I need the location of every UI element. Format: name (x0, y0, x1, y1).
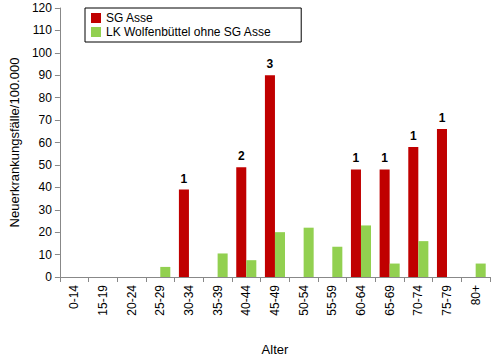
svg-text:1: 1 (381, 151, 388, 165)
svg-text:50: 50 (39, 158, 53, 172)
svg-text:80: 80 (39, 91, 53, 105)
svg-text:1: 1 (410, 129, 417, 143)
svg-text:1: 1 (353, 151, 360, 165)
svg-text:30: 30 (39, 203, 53, 217)
svg-text:SG Asse: SG Asse (106, 11, 153, 25)
svg-text:1: 1 (439, 111, 446, 125)
svg-text:20: 20 (39, 225, 53, 239)
svg-text:40: 40 (39, 180, 53, 194)
svg-text:10: 10 (39, 248, 53, 262)
svg-text:65-69: 65-69 (383, 285, 397, 316)
svg-text:0-14: 0-14 (67, 285, 81, 309)
svg-text:100: 100 (32, 46, 52, 60)
svg-text:40-44: 40-44 (239, 285, 253, 316)
svg-text:55-59: 55-59 (325, 285, 339, 316)
svg-text:110: 110 (33, 23, 52, 37)
svg-text:60: 60 (39, 136, 53, 150)
svg-text:120: 120 (32, 1, 52, 15)
svg-text:15-19: 15-19 (96, 285, 110, 316)
svg-text:75-79: 75-79 (440, 285, 454, 316)
svg-text:45-49: 45-49 (268, 285, 282, 316)
svg-text:3: 3 (267, 57, 274, 71)
svg-text:50-54: 50-54 (297, 285, 311, 316)
svg-text:35-39: 35-39 (211, 285, 225, 316)
svg-text:25-29: 25-29 (153, 285, 167, 316)
svg-text:20-24: 20-24 (125, 285, 139, 316)
svg-text:90: 90 (39, 68, 53, 82)
svg-text:LK Wolfenbüttel ohne SG Asse: LK Wolfenbüttel ohne SG Asse (106, 25, 271, 39)
svg-text:Alter: Alter (262, 342, 289, 357)
svg-text:70: 70 (39, 113, 53, 127)
svg-text:30-34: 30-34 (182, 285, 196, 316)
svg-text:0: 0 (45, 270, 52, 284)
svg-text:80+: 80+ (469, 285, 483, 305)
svg-text:70-74: 70-74 (411, 285, 425, 316)
svg-text:1: 1 (181, 172, 188, 186)
svg-text:Neuerkrankungsfälle/100.000: Neuerkrankungsfälle/100.000 (7, 58, 22, 228)
svg-text:2: 2 (238, 149, 245, 163)
svg-text:60-64: 60-64 (354, 285, 368, 316)
